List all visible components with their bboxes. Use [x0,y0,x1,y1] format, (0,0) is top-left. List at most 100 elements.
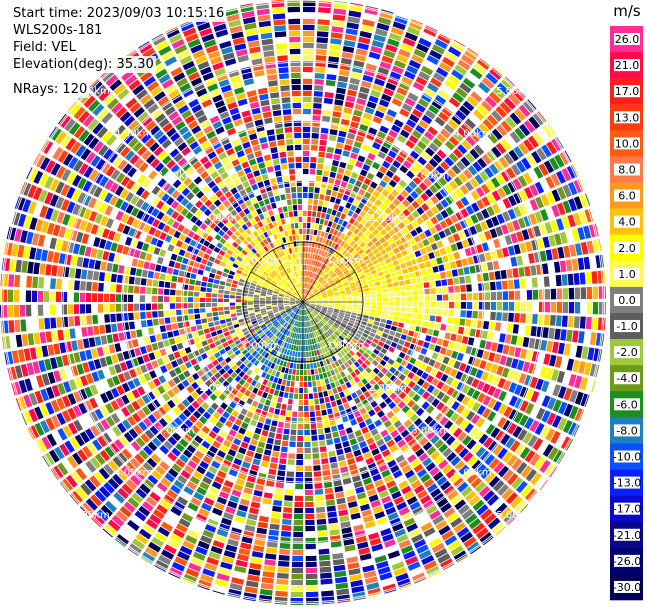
gate-cell [455,371,464,380]
gate-cell [407,438,417,448]
gate-cell [472,310,478,319]
gate-cell [483,490,495,502]
gate-cell [244,147,253,155]
gate-cell [443,485,455,496]
gate-cell [298,339,301,346]
gate-cell [245,84,256,92]
gate-cell [409,566,424,577]
gate-cell [160,429,171,439]
gate-cell [379,359,387,367]
gate-cell [182,379,190,388]
gate-cell [305,507,315,514]
gate-cell [534,456,546,470]
gate-cell [71,340,78,351]
gate-cell [277,55,288,62]
gate-cell [148,226,157,236]
gate-cell [466,473,478,484]
gate-cell [233,118,243,127]
gate-cell [236,288,243,293]
gate-cell [297,309,300,315]
gate-cell [384,397,393,405]
gate-cell [172,386,180,395]
gate-cell [335,321,341,326]
gate-cell [226,249,233,256]
gate-cell [142,383,151,393]
gate-cell [309,278,312,284]
gate-cell [208,322,215,328]
gate-cell [83,414,94,426]
gate-cell [139,303,146,311]
gate-cell [110,120,122,132]
gate-cell [196,465,206,475]
gate-cell [268,333,274,339]
gate-cell [89,384,99,396]
gate-cell [328,450,336,457]
gate-cell [193,261,200,268]
gate-cell [385,351,393,358]
gate-cell [404,469,415,479]
gate-cell [164,310,170,317]
gate-cell [275,584,289,591]
gate-cell [426,430,436,440]
gate-cell [190,196,199,205]
gate-cell [530,472,542,486]
gate-cell [329,228,335,235]
gate-cell [319,194,325,201]
gate-cell [202,323,209,329]
gate-cell [264,319,271,324]
gate-cell [334,331,340,337]
gate-cell [296,299,302,302]
gate-cell [380,429,389,438]
gate-cell [376,330,383,336]
gate-cell [308,241,312,247]
gate-cell [171,39,185,49]
gate-cell [485,341,492,350]
gate-cell [333,437,341,444]
gate-cell [419,333,426,340]
gate-cell [546,340,554,352]
gate-cell [502,344,510,355]
gate-cell [499,507,512,520]
gate-cell [305,345,309,352]
gate-cell [109,79,122,91]
gate-cell [19,290,26,302]
gate-cell [579,377,589,391]
gate-cell [198,508,210,517]
gate-cell [269,273,275,279]
gate-cell [296,302,302,305]
gate-cell [376,104,387,113]
gate-cell [152,279,159,287]
gate-cell [262,284,269,289]
gate-cell [248,133,258,141]
gate-cell [450,545,464,557]
gate-cell [422,441,433,451]
gate-cell [411,428,421,437]
gate-cell [307,321,310,327]
gate-cell [312,311,317,317]
gate-cell [217,181,226,189]
gate-cell [351,392,358,399]
gate-cell [250,197,258,204]
gate-cell [110,400,120,411]
gate-cell [126,444,137,456]
gate-cell [155,559,169,571]
gate-cell [44,176,54,189]
gate-cell [169,296,176,302]
gate-cell [584,331,591,345]
gate-cell [284,276,289,281]
gate-cell [296,441,303,448]
gate-cell [27,261,34,274]
gate-cell [387,358,395,366]
gate-cell [200,374,209,382]
gate-cell [312,459,321,465]
gate-cell [300,246,303,253]
gate-cell [100,419,111,431]
gate-cell [57,113,67,125]
gate-cell [128,137,139,149]
gate-cell [92,282,98,292]
gate-cell [340,333,346,339]
gate-cell [436,309,442,316]
gate-cell [284,323,289,329]
gate-cell [318,145,326,152]
gate-cell [155,68,168,79]
